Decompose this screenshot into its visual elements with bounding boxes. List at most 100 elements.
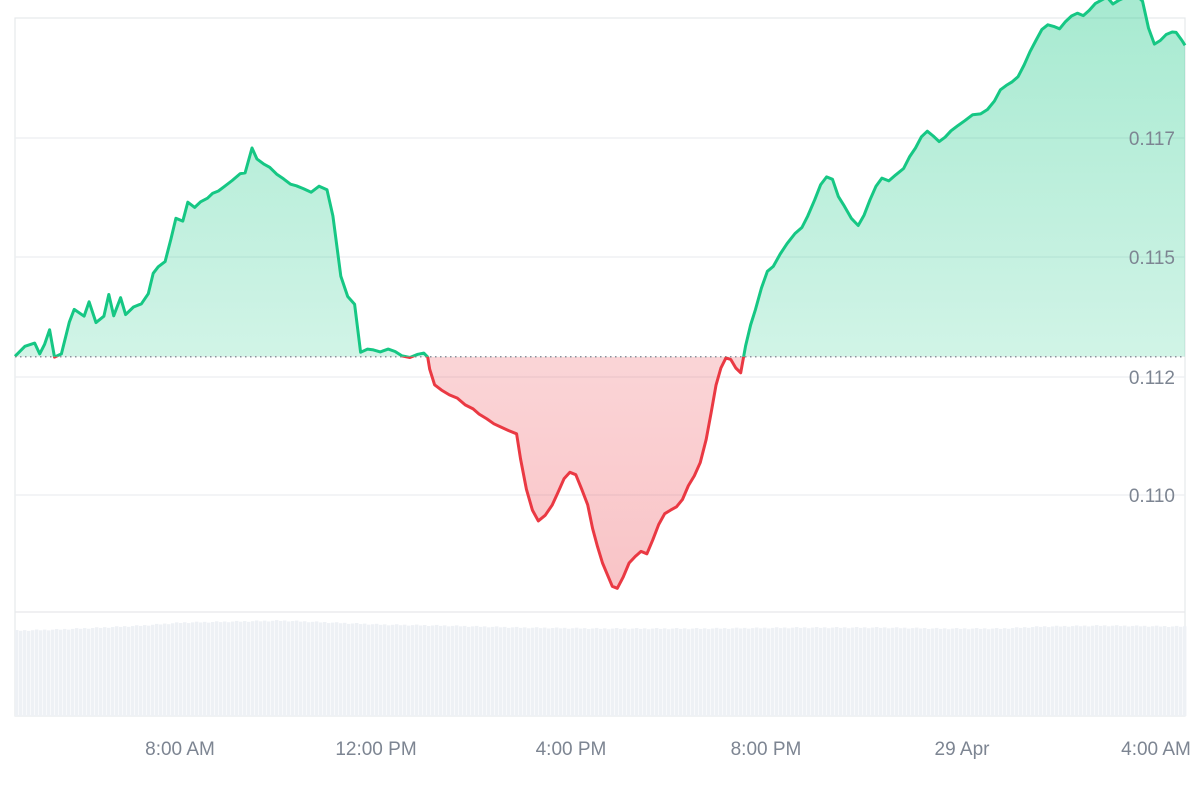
volume-bar bbox=[1123, 625, 1127, 716]
volume-bar bbox=[511, 627, 515, 716]
volume-bar bbox=[179, 622, 183, 716]
volume-bar bbox=[835, 627, 839, 716]
volume-bar bbox=[935, 627, 939, 716]
volume-bar bbox=[1035, 626, 1039, 716]
y-tick-label: 0.115 bbox=[1129, 248, 1175, 269]
volume-bar bbox=[607, 629, 611, 716]
volume-bar bbox=[467, 626, 471, 716]
volume-bar bbox=[779, 628, 783, 716]
volume-bar bbox=[263, 620, 267, 716]
volume-bar bbox=[883, 627, 887, 716]
volume-bar bbox=[987, 629, 991, 716]
y-tick-label: 0.117 bbox=[1129, 129, 1175, 150]
volume-bar bbox=[887, 628, 891, 716]
volume-bar bbox=[815, 627, 819, 716]
volume-bar bbox=[39, 630, 43, 716]
volume-bar bbox=[1119, 626, 1123, 716]
volume-bar bbox=[619, 628, 623, 716]
volume-bar bbox=[203, 621, 207, 716]
volume-bar bbox=[767, 628, 771, 716]
volume-bar bbox=[979, 628, 983, 716]
volume-bar bbox=[303, 621, 307, 716]
volume-bar bbox=[31, 630, 35, 716]
volume-bar bbox=[703, 628, 707, 716]
volume-bar bbox=[1075, 625, 1079, 716]
volume-bar bbox=[459, 626, 463, 716]
volume-bar bbox=[1055, 625, 1059, 716]
volume-bar bbox=[339, 623, 343, 716]
volume-bar bbox=[215, 621, 219, 716]
volume-bar bbox=[539, 628, 543, 716]
volume-bar bbox=[351, 623, 355, 716]
volume-bar bbox=[871, 627, 875, 716]
volume-bar bbox=[407, 625, 411, 716]
volume-bar bbox=[1019, 627, 1023, 716]
volume-bar bbox=[867, 628, 871, 716]
volume-bar bbox=[859, 627, 863, 716]
volume-bar bbox=[411, 625, 415, 716]
volume-bar bbox=[1179, 626, 1183, 716]
volume-bar bbox=[227, 622, 231, 716]
volume-bar bbox=[795, 627, 799, 716]
volume-bar bbox=[695, 628, 699, 716]
volume-bar bbox=[211, 621, 215, 716]
volume-bar bbox=[1139, 626, 1143, 716]
volume-bar bbox=[223, 621, 227, 716]
volume-bar bbox=[191, 622, 195, 716]
volume-bar bbox=[231, 621, 235, 716]
volume-bar bbox=[59, 629, 63, 716]
volume-bar bbox=[143, 625, 147, 716]
volume-bar bbox=[387, 625, 391, 716]
volume-bar bbox=[1003, 628, 1007, 716]
volume-bar bbox=[1023, 627, 1027, 716]
volume-bar bbox=[1107, 626, 1111, 716]
volume-bar bbox=[307, 622, 311, 716]
volume-bar bbox=[1175, 625, 1179, 716]
volume-bar bbox=[595, 627, 599, 716]
volume-bar bbox=[315, 621, 319, 716]
volume-bar bbox=[791, 627, 795, 716]
volume-bar bbox=[559, 628, 563, 716]
volume-bar bbox=[999, 628, 1003, 716]
volume-bar bbox=[399, 625, 403, 716]
volume-bar bbox=[447, 626, 451, 716]
volume-bar bbox=[111, 627, 115, 716]
volume-bars bbox=[15, 620, 1187, 716]
volume-bar bbox=[323, 622, 327, 716]
volume-bar bbox=[583, 628, 587, 716]
volume-bar bbox=[479, 626, 483, 716]
volume-bar bbox=[803, 627, 807, 716]
volume-bar bbox=[239, 621, 243, 716]
volume-bar bbox=[43, 629, 47, 716]
volume-bar bbox=[1131, 625, 1135, 716]
volume-bar bbox=[551, 627, 555, 716]
volume-bar bbox=[735, 627, 739, 716]
volume-bar bbox=[19, 630, 23, 716]
volume-bar bbox=[431, 625, 435, 716]
volume-bar bbox=[87, 628, 91, 716]
volume-bar bbox=[611, 628, 615, 716]
volume-bar bbox=[55, 629, 59, 716]
volume-bar bbox=[71, 628, 75, 716]
volume-bar bbox=[251, 621, 255, 716]
volume-bar bbox=[287, 621, 291, 716]
volume-bar bbox=[1067, 626, 1071, 716]
volume-bar bbox=[1103, 625, 1107, 716]
volume-bar bbox=[679, 628, 683, 716]
volume-bar bbox=[755, 627, 759, 716]
volume-bar bbox=[579, 628, 583, 716]
volume-bar bbox=[787, 628, 791, 716]
volume-bar bbox=[219, 622, 223, 716]
volume-bar bbox=[907, 628, 911, 716]
volume-bar bbox=[1099, 625, 1103, 716]
area-below-baseline bbox=[54, 356, 744, 589]
volume-bar bbox=[371, 624, 375, 716]
volume-bar bbox=[347, 623, 351, 716]
volume-bar bbox=[391, 624, 395, 716]
volume-bar bbox=[855, 627, 859, 716]
volume-bar bbox=[603, 628, 607, 716]
volume-bar bbox=[763, 627, 767, 716]
volume-bar bbox=[1167, 626, 1171, 716]
volume-bar bbox=[343, 622, 347, 716]
volume-bar bbox=[115, 626, 119, 716]
